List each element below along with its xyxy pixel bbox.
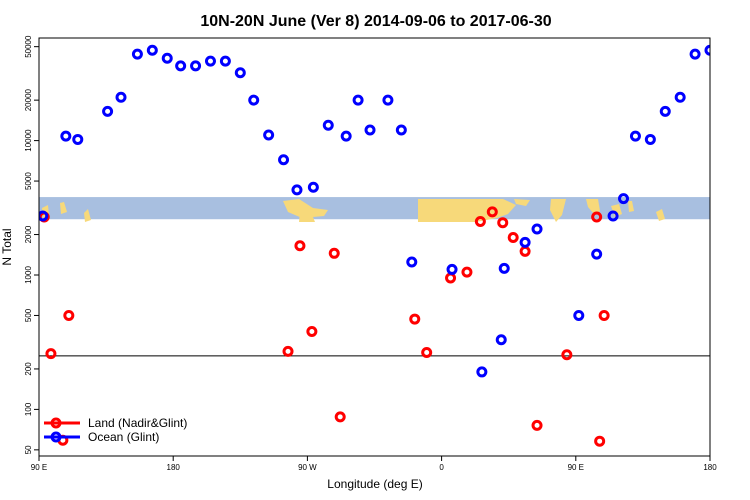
ocean-point [498,262,510,274]
y-tick-label: 200 [24,362,33,376]
land-borneo-right [611,204,622,217]
ocean-point [175,60,187,72]
ocean-point [352,94,364,106]
land-point [294,240,306,252]
land-point [421,347,433,359]
y-tick-label: 50000 [24,35,33,58]
land-point [507,232,519,244]
ocean-point [60,130,72,142]
ocean-point [204,55,216,67]
land-point [63,309,75,321]
land-point [594,435,606,447]
x-tick-label: 90 E [568,463,584,472]
ocean-point [340,130,352,142]
y-tick-label: 50 [24,445,33,454]
land-point [334,411,346,423]
land-point [531,419,543,431]
ocean-point [39,210,49,222]
ocean-point [629,130,641,142]
ocean-point [382,94,394,106]
legend-ocean-label: Ocean (Glint) [88,430,159,444]
legend-land-label: Land (Nadir&Glint) [88,416,187,430]
legend: Land (Nadir&Glint) Ocean (Glint) [44,416,187,444]
map-band-ocean [39,197,710,220]
chart-title: 10N-20N June (Ver 8) 2014-09-06 to 2017-… [200,13,551,30]
x-tick-label: 180 [167,463,181,472]
land-point [591,211,603,223]
land-philippines [60,202,67,214]
ocean-point [146,44,158,56]
ocean-point [644,133,656,145]
ocean-point [102,105,114,117]
ocean-point [674,91,686,103]
land-point [282,345,294,357]
x-tick-label: 90 E [31,463,47,472]
y-tick-label: 10000 [24,129,33,152]
ocean-point [364,124,376,136]
y-tick-label: 500 [24,308,33,322]
ocean-point [689,48,701,60]
land-philippines-right [628,201,634,212]
land-point [328,247,340,259]
ocean-point [618,193,630,205]
ocean-point [161,52,173,64]
land-point [45,348,57,360]
y-axis-label: N Total [0,228,14,265]
x-tick-label: 0 [439,463,444,472]
plot-frame [38,37,711,457]
ocean-point [476,366,488,378]
ocean-point [263,129,275,141]
ocean-point [131,48,143,60]
ocean-point [115,91,127,103]
land-india [550,199,566,222]
ocean-point [573,309,585,321]
ocean-point [531,223,543,235]
ocean-point [495,334,507,346]
legend-land-marker [50,417,62,429]
x-axis-label: Longitude (deg E) [327,477,422,491]
ocean-point [322,119,334,131]
ocean-point [406,256,418,268]
ocean-point [248,94,260,106]
ocean-point [395,124,407,136]
x-tick-label: 90 W [298,463,317,472]
land-point [461,266,473,278]
ocean-point [307,181,319,193]
ocean-point [607,210,619,222]
land-point [561,349,573,361]
y-tick-label: 20000 [24,88,33,111]
ocean-point [278,154,290,166]
y-tick-label: 100 [24,402,33,416]
ocean-point [190,60,202,72]
x-tick-label: 180 [703,463,717,472]
ocean-point [519,236,531,248]
ocean-point [219,55,231,67]
ocean-point [446,263,458,275]
ocean-point [291,184,303,196]
land-central-america [283,199,328,218]
land-south-america [299,212,315,222]
ocean-point [234,67,246,79]
land-southeast-asia [586,199,600,214]
land-point [497,217,509,229]
y-tick-label: 1000 [24,266,33,284]
land-point [474,216,486,228]
land-arabia [514,199,530,206]
ocean-point [72,133,84,145]
land-point [306,325,318,337]
land-newguinea [84,209,91,222]
land-point [409,313,421,325]
ocean-point [704,44,710,56]
ocean-point [591,248,603,260]
legend-ocean-marker [50,431,62,443]
land-newguinea-right [656,209,665,221]
ocean-point [659,105,671,117]
land-point [486,206,498,218]
y-tick-label: 5000 [24,172,33,190]
land-point [598,309,610,321]
y-tick-label: 2000 [24,225,33,243]
